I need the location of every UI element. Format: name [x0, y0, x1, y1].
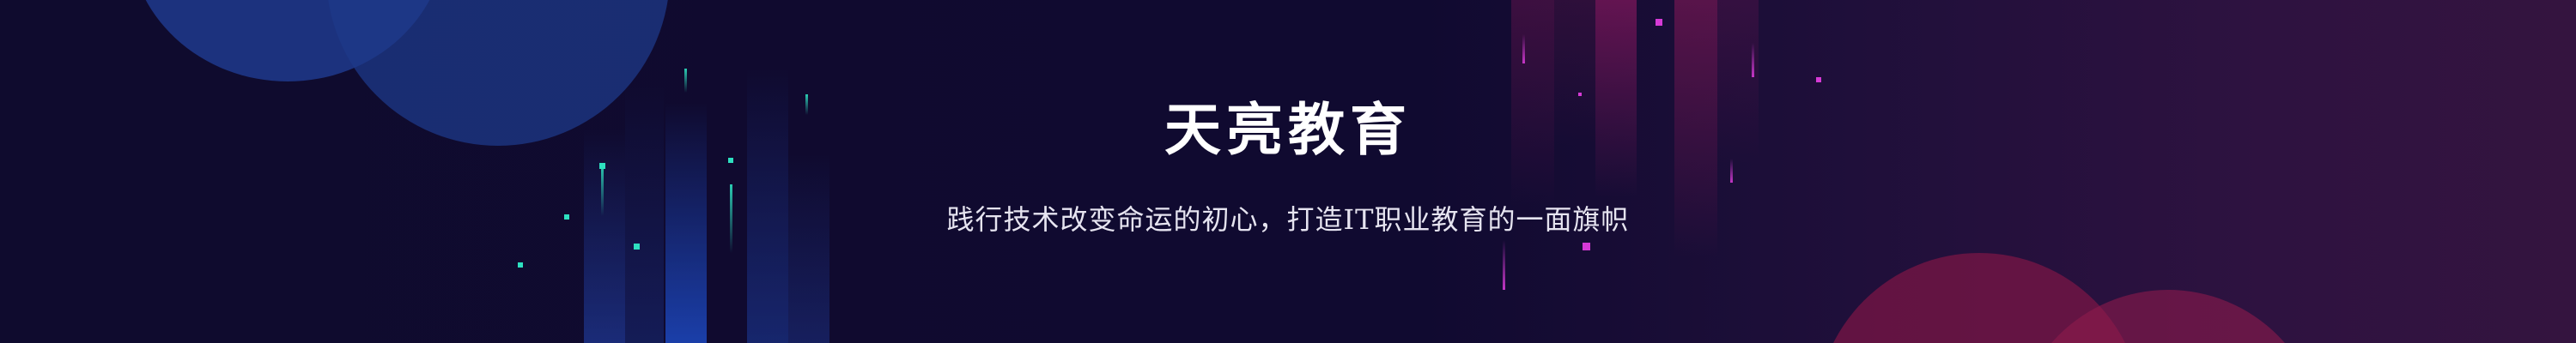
particle: [730, 184, 732, 253]
light-stripe: [747, 69, 788, 343]
particle: [728, 158, 733, 163]
light-stripe: [1511, 0, 1554, 206]
page-title: 天亮教育: [1164, 97, 1412, 163]
particle: [564, 214, 569, 220]
light-stripe: [625, 86, 664, 343]
particle: [1656, 19, 1662, 26]
light-stripe: [1554, 0, 1595, 146]
particle: [1503, 240, 1505, 290]
light-stripe: [1717, 0, 1759, 163]
particle: [601, 165, 604, 216]
particle: [805, 94, 808, 115]
light-stripe: [665, 103, 707, 343]
particle: [634, 244, 640, 250]
particle: [1578, 93, 1582, 96]
particle: [1752, 43, 1754, 77]
light-stripe: [788, 154, 829, 343]
light-stripe: [1674, 0, 1717, 257]
particle: [1522, 34, 1525, 63]
light-stripe: [1595, 0, 1637, 197]
particle: [518, 262, 523, 268]
particle: [1816, 77, 1821, 82]
particle: [1583, 243, 1590, 250]
particle: [684, 69, 687, 93]
particle: [1730, 159, 1733, 183]
page-subtitle: 践行技术改变命运的初心，打造IT职业教育的一面旗帜: [946, 203, 1630, 236]
particle: [599, 163, 605, 169]
